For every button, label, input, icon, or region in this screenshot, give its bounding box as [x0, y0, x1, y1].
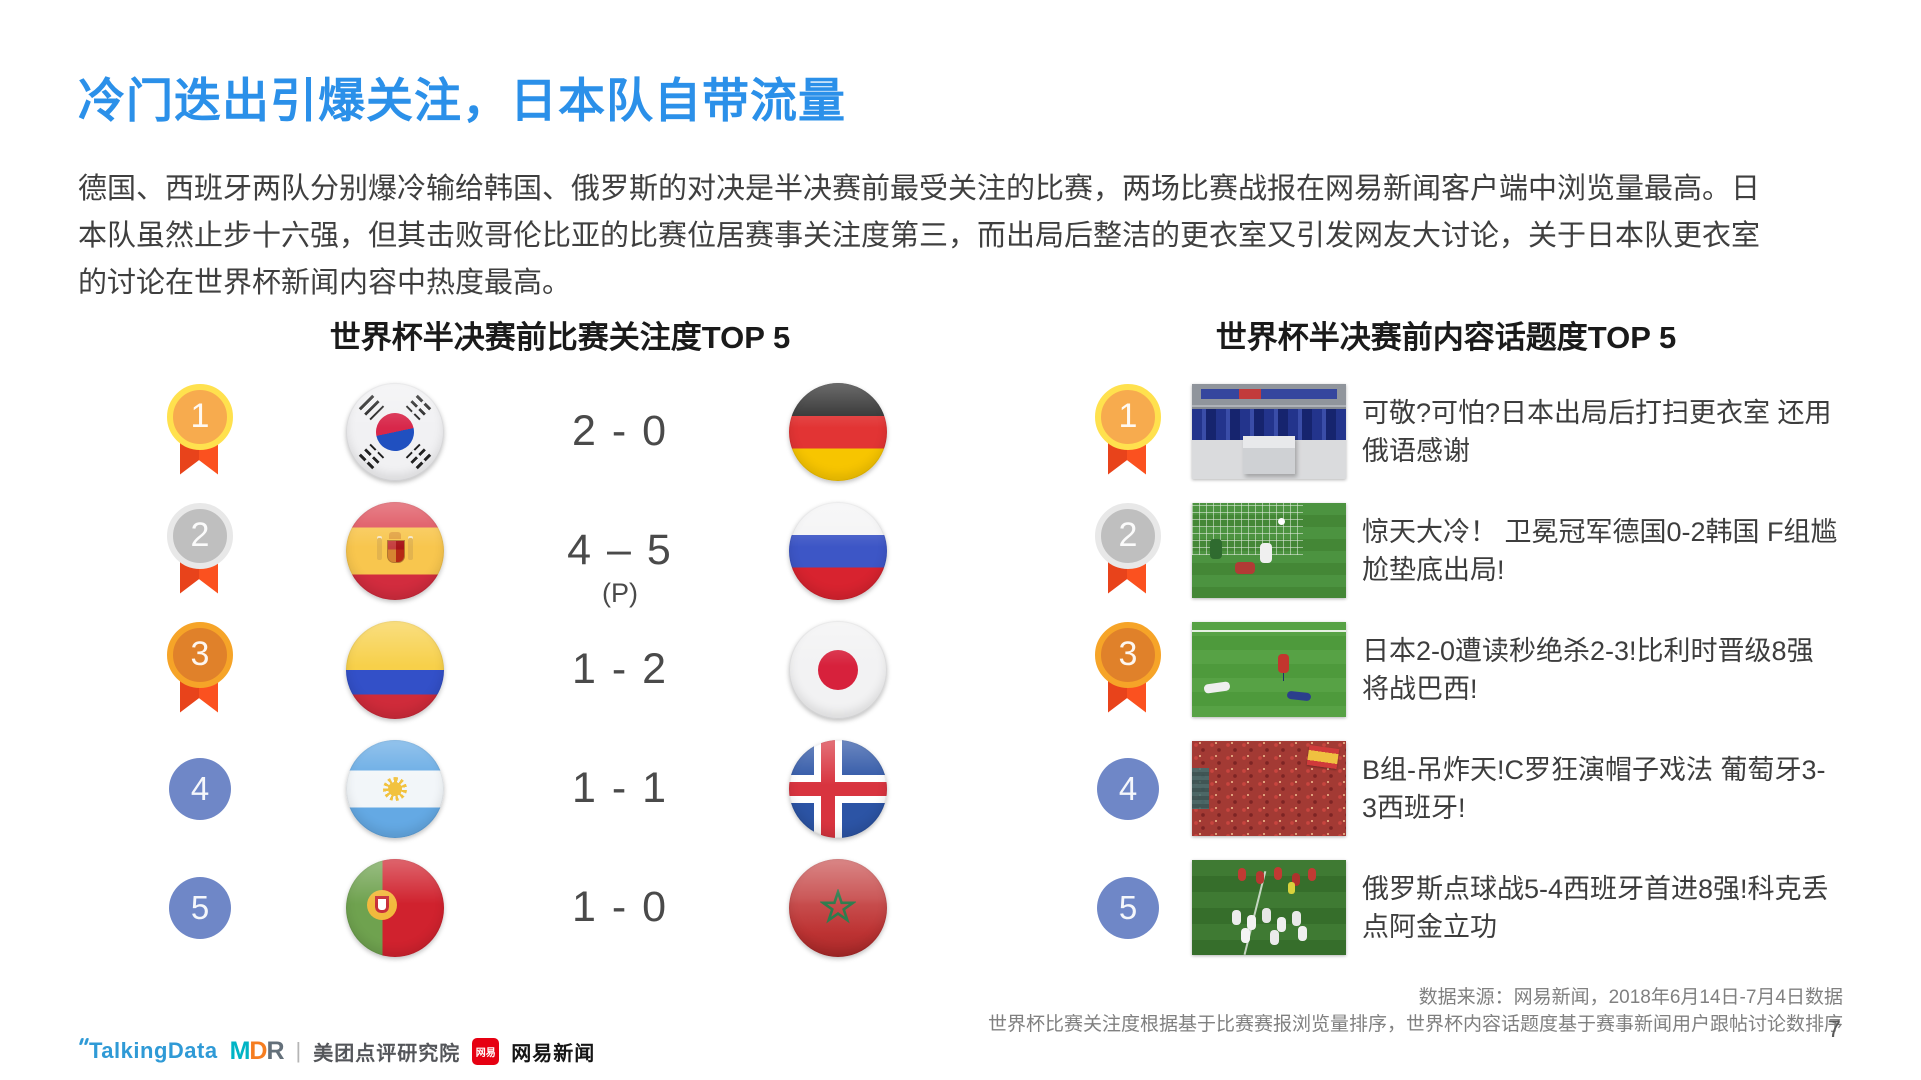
mdr-logo: MDR — [229, 1036, 285, 1065]
meituan-dianping-institute-logo: 美团点评研究院 — [313, 1042, 461, 1065]
news-headline: 惊天大冷！ 卫冕冠军德国0-2韩国 F组尴尬垫底出局! — [1362, 516, 1838, 585]
russia-spain-penalty-thumbnail — [1192, 860, 1346, 955]
rank-circle-icon: 4 — [1097, 757, 1159, 820]
portugal-flag-icon — [346, 858, 444, 957]
rank-number: 5 — [1097, 876, 1159, 939]
rank-circle-icon: 4 — [169, 757, 231, 820]
data-source-line1: 数据来源：网易新闻，2018年6月14日-7月4日数据 — [1418, 987, 1843, 1008]
rank-number: 4 — [1097, 757, 1159, 820]
rank-number: 2 — [167, 502, 233, 569]
match-score: 1 - 0 — [571, 883, 669, 931]
sun-of-may-icon — [383, 776, 407, 801]
portugal-emblem-icon — [367, 889, 397, 920]
match-row-4: 4 1 - 1 — [140, 729, 970, 848]
argentina-flag-icon — [346, 739, 444, 838]
news-row-2: 2 惊天大冷！ 卫冕冠军德国0-2韩国 F组尴尬垫底出局! — [1080, 491, 1860, 610]
topic-ranking-list: 1 可敬?可怕?日本出局后打扫更衣室 还用俄语感谢 2 惊天大冷！ 卫冕冠军德国… — [1080, 372, 1860, 967]
silver-medal-icon: 2 — [164, 502, 236, 599]
right-panel-title: 世界杯半决赛前内容话题度TOP 5 — [1215, 320, 1677, 355]
colombia-flag-icon — [346, 620, 444, 719]
match-score: 1 - 1 — [571, 764, 669, 812]
page-number: 7 — [1827, 1016, 1841, 1043]
news-row-5: 5 俄罗斯点球战5-4西班牙首进8强!科克丢点阿金立功 — [1080, 848, 1860, 967]
match-row-5: 5 1 - 0 — [140, 848, 970, 967]
match-row-2: 2 4 – 5 (P) — [140, 491, 970, 610]
morocco-star-icon — [820, 888, 856, 924]
south-korea-flag-icon — [346, 382, 444, 481]
gold-medal-icon: 1 — [164, 383, 236, 480]
news-headline: B组-吊炸天!C罗狂演帽子戏法 葡萄牙3-3西班牙! — [1362, 754, 1826, 823]
intro-paragraph: 德国、西班牙两队分别爆冷输给韩国、俄罗斯的对决是半决赛前最受关注的比赛，两场比赛… — [78, 173, 1761, 299]
gold-medal-icon: 1 — [1092, 383, 1164, 480]
netease-badge-icon: 网易 — [472, 1037, 500, 1065]
news-headline: 可敬?可怕?日本出局后打扫更衣室 还用俄语感谢 — [1362, 397, 1832, 466]
japan-flag-icon — [789, 620, 887, 719]
bronze-medal-icon: 3 — [1092, 621, 1164, 718]
morocco-flag-icon — [789, 858, 887, 957]
footer-logos: TalkingData MDR | 美团点评研究院 网易 网易新闻 — [78, 1036, 596, 1066]
germany-flag-icon — [789, 382, 887, 481]
rank-circle-icon: 5 — [169, 876, 231, 939]
rank-number: 1 — [1095, 383, 1161, 450]
match-row-3: 3 1 - 2 — [140, 610, 970, 729]
talkingdata-tick-icon — [78, 1038, 85, 1045]
match-score: 1 - 2 — [571, 645, 669, 693]
talkingdata-wordmark: TalkingData — [89, 1038, 218, 1063]
spain-flag-icon — [346, 501, 444, 600]
rank-number: 1 — [167, 383, 233, 450]
netease-news-wordmark: 网易新闻 — [511, 1042, 596, 1065]
match-score: 2 - 0 — [571, 407, 669, 455]
news-row-3: 3 日本2-0遭读秒绝杀2-3!比利时晋级8强将战巴西! — [1080, 610, 1860, 729]
data-source-line2: 世界杯比赛关注度根据基于比赛赛报浏览量排序，世界杯内容话题度基于赛事新闻用户跟帖… — [987, 1014, 1843, 1035]
logo-divider: | — [295, 1038, 302, 1063]
russia-flag-icon — [789, 501, 887, 600]
bronze-medal-icon: 3 — [164, 621, 236, 718]
page-title: 冷门迭出引爆关注，日本队自带流量 — [78, 74, 846, 127]
rank-number: 5 — [169, 876, 231, 939]
locker-room-thumbnail — [1192, 384, 1346, 479]
japan-belgium-match-thumbnail — [1192, 622, 1346, 717]
rank-number: 4 — [169, 757, 231, 820]
iceland-flag-icon — [789, 739, 887, 838]
match-attention-list: 1 2 - 0 2 4 – 5 (P) — [140, 372, 970, 967]
rank-number: 3 — [1095, 621, 1161, 688]
match-row-1: 1 2 - 0 — [140, 372, 970, 491]
data-source-note: 数据来源：网易新闻，2018年6月14日-7月4日数据 世界杯比赛关注度根据基于… — [988, 984, 1843, 1038]
match-score: 4 – 5 — [567, 526, 673, 574]
news-headline: 俄罗斯点球战5-4西班牙首进8强!科克丢点阿金立功 — [1362, 873, 1829, 942]
news-row-1: 1 可敬?可怕?日本出局后打扫更衣室 还用俄语感谢 — [1080, 372, 1860, 491]
rank-number: 2 — [1095, 502, 1161, 569]
news-row-4: 4 B组-吊炸天!C罗狂演帽子戏法 葡萄牙3-3西班牙! — [1080, 729, 1860, 848]
left-panel-title: 世界杯半决赛前比赛关注度TOP 5 — [329, 320, 791, 355]
spain-fans-thumbnail — [1192, 741, 1346, 836]
silver-medal-icon: 2 — [1092, 502, 1164, 599]
news-headline: 日本2-0遭读秒绝杀2-3!比利时晋级8强将战巴西! — [1362, 635, 1814, 704]
score-note: (P) — [601, 578, 638, 608]
rank-circle-icon: 5 — [1097, 876, 1159, 939]
germany-korea-match-thumbnail — [1192, 503, 1346, 598]
rank-number: 3 — [167, 621, 233, 688]
talkingdata-logo: TalkingData — [78, 1038, 218, 1064]
